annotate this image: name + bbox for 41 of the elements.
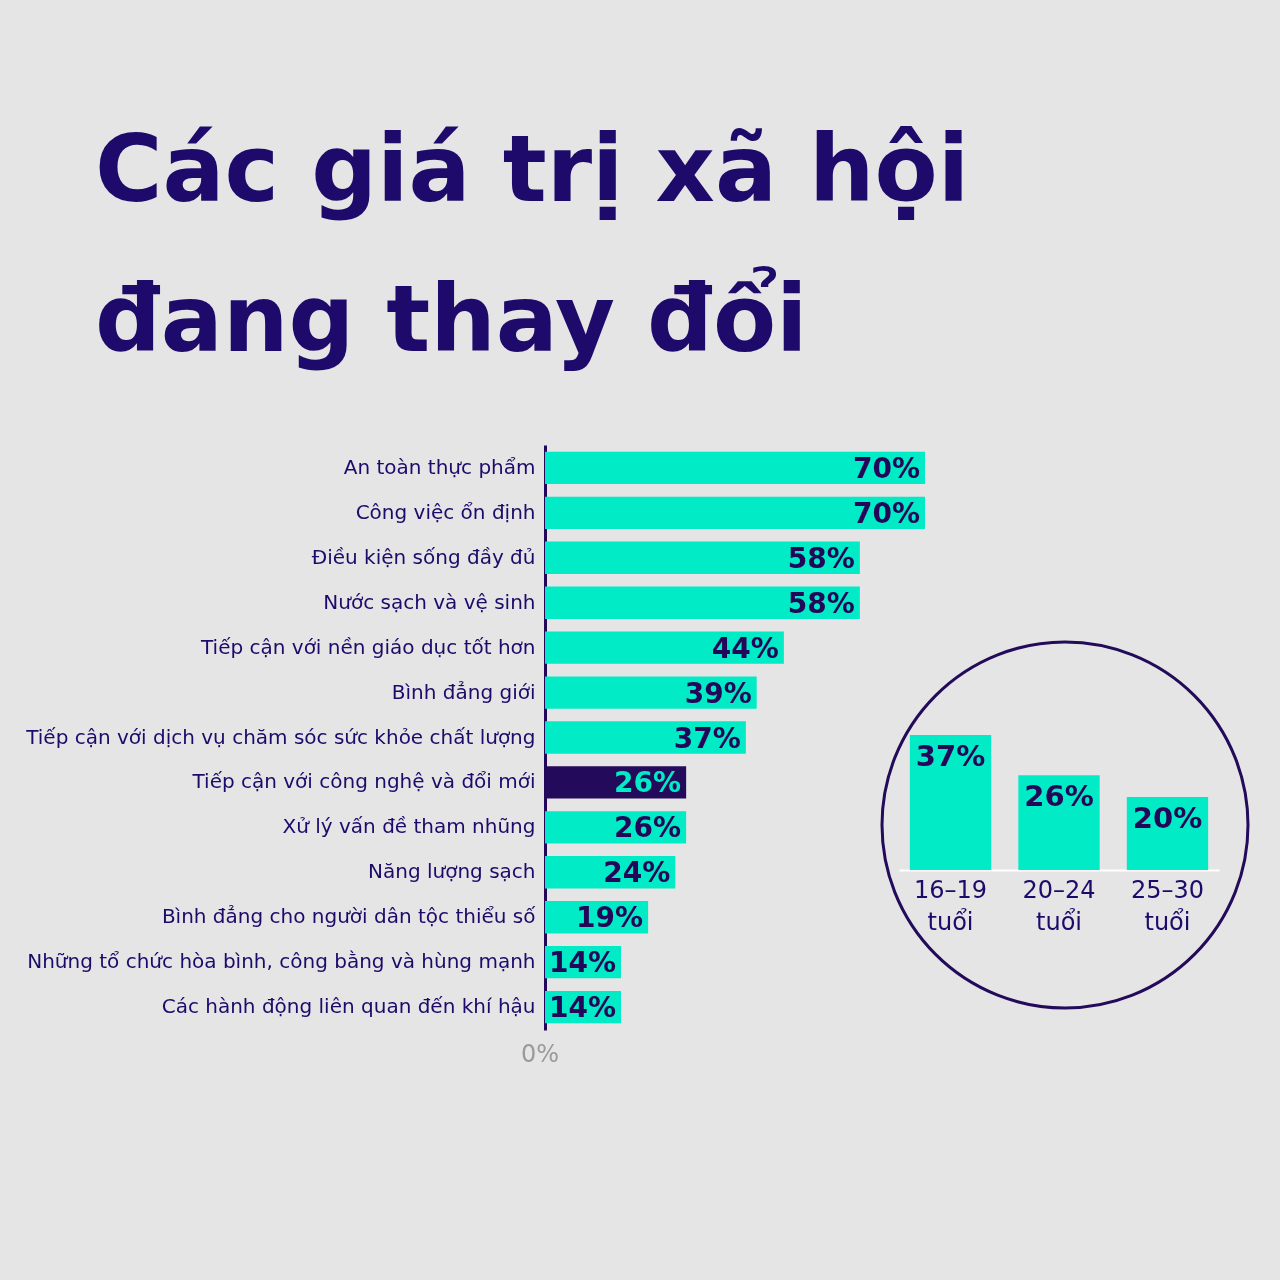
data-label: 24% bbox=[603, 856, 671, 890]
y-tick-label: Tiếp cận với nền giáo dục tốt hơn bbox=[200, 634, 536, 659]
y-tick-label: Bình đẳng giới bbox=[391, 679, 536, 704]
data-label: 14% bbox=[548, 991, 616, 1025]
bar bbox=[545, 496, 925, 530]
data-label: 20% bbox=[1132, 801, 1203, 836]
data-label: 14% bbox=[548, 946, 616, 980]
data-label: 26% bbox=[1024, 779, 1094, 814]
y-tick-label: Xử lý vấn đề tham nhũng bbox=[282, 814, 536, 839]
y-tick-label: Tiếp cận với công nghệ và đổi mới bbox=[191, 769, 536, 794]
y-tick-label: Tiếp cận với dịch vụ chăm sóc sức khỏe chất lượng bbox=[25, 724, 536, 749]
data-label: 26% bbox=[614, 766, 682, 800]
data-label: 26% bbox=[614, 811, 682, 845]
y-tick-label: An toàn thực phẩm bbox=[343, 454, 536, 479]
data-label: 39% bbox=[684, 676, 752, 710]
y-tick-label: Những tổ chức hòa bình, công bằng và hùng mạnh bbox=[27, 949, 536, 974]
bar bbox=[545, 721, 746, 754]
y-tick-label: Bình đẳng cho người dân tộc thiểu số bbox=[161, 904, 537, 929]
data-label: 37% bbox=[915, 739, 986, 773]
data-label: 58% bbox=[787, 586, 855, 620]
data-label: 70% bbox=[852, 496, 920, 530]
bar bbox=[545, 451, 925, 485]
y-tick-label: Các hành động liên quan đến khí hậu bbox=[161, 994, 536, 1019]
x-tick-label: 20–24 tuổi bbox=[1022, 875, 1096, 936]
y-tick-label: Nước sạch và vệ sinh bbox=[323, 589, 536, 614]
y-tick-label: Năng lượng sạch bbox=[368, 859, 536, 884]
bar bbox=[545, 541, 860, 574]
data-label: 70% bbox=[852, 451, 920, 485]
bar bbox=[545, 586, 860, 619]
chart-title: Các giá trị xã hội đang thay đổi bbox=[95, 115, 971, 375]
y-tick-label: Điều kiện sống đầy đủ bbox=[311, 544, 536, 569]
x-tick-label: 16–19 tuổi bbox=[913, 875, 988, 936]
data-label: 19% bbox=[576, 901, 644, 935]
x-tick-label: 25–30 tuổi bbox=[1130, 875, 1205, 936]
data-label: 44% bbox=[711, 631, 779, 665]
y-tick-label: Công việc ổn định bbox=[355, 499, 536, 524]
data-label: 37% bbox=[673, 721, 741, 755]
bar bbox=[545, 676, 757, 709]
text: 0% bbox=[520, 1040, 560, 1068]
bar bbox=[545, 631, 784, 664]
data-label: 58% bbox=[787, 541, 855, 575]
